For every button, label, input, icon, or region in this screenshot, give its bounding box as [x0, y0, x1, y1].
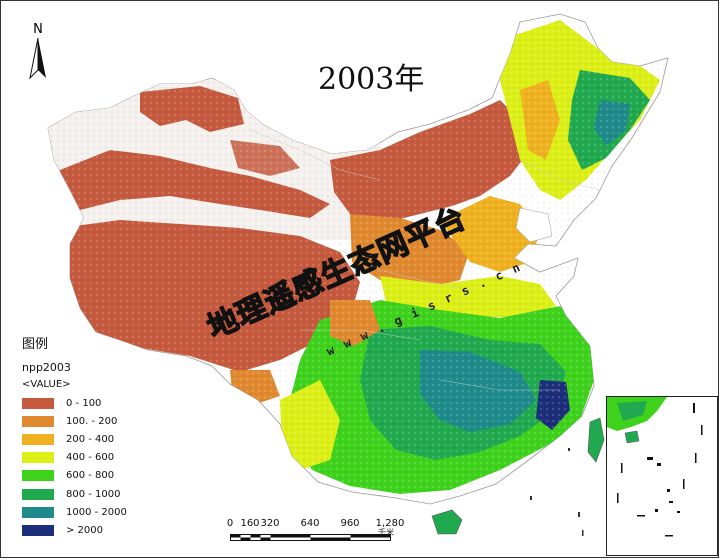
legend-item: > 2000 — [22, 521, 162, 539]
bohai-sea — [515, 207, 553, 243]
north-label: N — [33, 22, 43, 37]
scale-tick-label: 160 — [240, 518, 260, 529]
legend-swatch — [22, 488, 54, 500]
legend-items: 0 - 100 100. - 200 200 - 400 400 - 600 600 -… — [22, 394, 162, 540]
inset-map — [607, 397, 703, 537]
legend-swatch — [22, 397, 54, 409]
legend-label: 100. - 200 — [66, 415, 118, 427]
legend-item: 200 - 400 — [22, 430, 162, 448]
legend-item: 0 - 100 — [22, 394, 162, 412]
legend-item: 1000 - 2000 — [22, 503, 162, 521]
legend-label: 800 - 1000 — [66, 488, 121, 500]
legend-layer-name: npp2003 — [22, 361, 71, 374]
legend-field-name: <VALUE> — [22, 379, 71, 390]
legend-swatch — [22, 506, 54, 518]
legend-label: 600 - 800 — [66, 470, 115, 482]
legend-swatch — [22, 452, 54, 464]
legend-swatch — [22, 524, 54, 536]
scale-tick-label: 320 — [260, 518, 280, 529]
legend-item: 400 - 600 — [22, 449, 162, 467]
legend-label: > 2000 — [66, 524, 104, 536]
taiwan-island — [587, 417, 605, 463]
legend-label: 0 - 100 — [66, 397, 102, 409]
map-title: 2003年 — [318, 62, 425, 97]
legend-label: 400 - 600 — [66, 452, 115, 464]
legend-item: 100. - 200 — [22, 412, 162, 430]
legend-item: 600 - 800 — [22, 467, 162, 485]
legend-swatch — [22, 470, 54, 482]
legend-title: 图例 — [22, 337, 49, 352]
scale-bar-graphic — [230, 534, 391, 541]
scale-tick-label: 960 — [340, 518, 360, 529]
scale-tick-label: 1,280 — [375, 518, 405, 529]
scale-tick-label: 0 — [226, 518, 234, 529]
scale-bar: 0 160 320 640 960 1,280 — [226, 518, 415, 548]
legend-swatch — [22, 415, 54, 427]
north-arrow-icon — [29, 37, 46, 80]
province-lines — [249, 129, 601, 391]
map-legend: 图例 npp2003 <VALUE> 0 - 100 100. - 200 200 … — [22, 333, 162, 540]
scale-unit: 千米 — [378, 528, 394, 537]
legend-swatch — [22, 433, 54, 445]
legend-item: 800 - 1000 — [22, 485, 162, 503]
north-arrow: N — [22, 22, 54, 84]
legend-label: 1000 - 2000 — [66, 506, 127, 518]
eastern-islands — [530, 448, 584, 536]
scale-tick-label: 640 — [300, 518, 320, 529]
hainan-island — [431, 509, 463, 535]
legend-label: 200 - 400 — [66, 433, 115, 445]
south-china-sea-inset — [606, 396, 718, 556]
